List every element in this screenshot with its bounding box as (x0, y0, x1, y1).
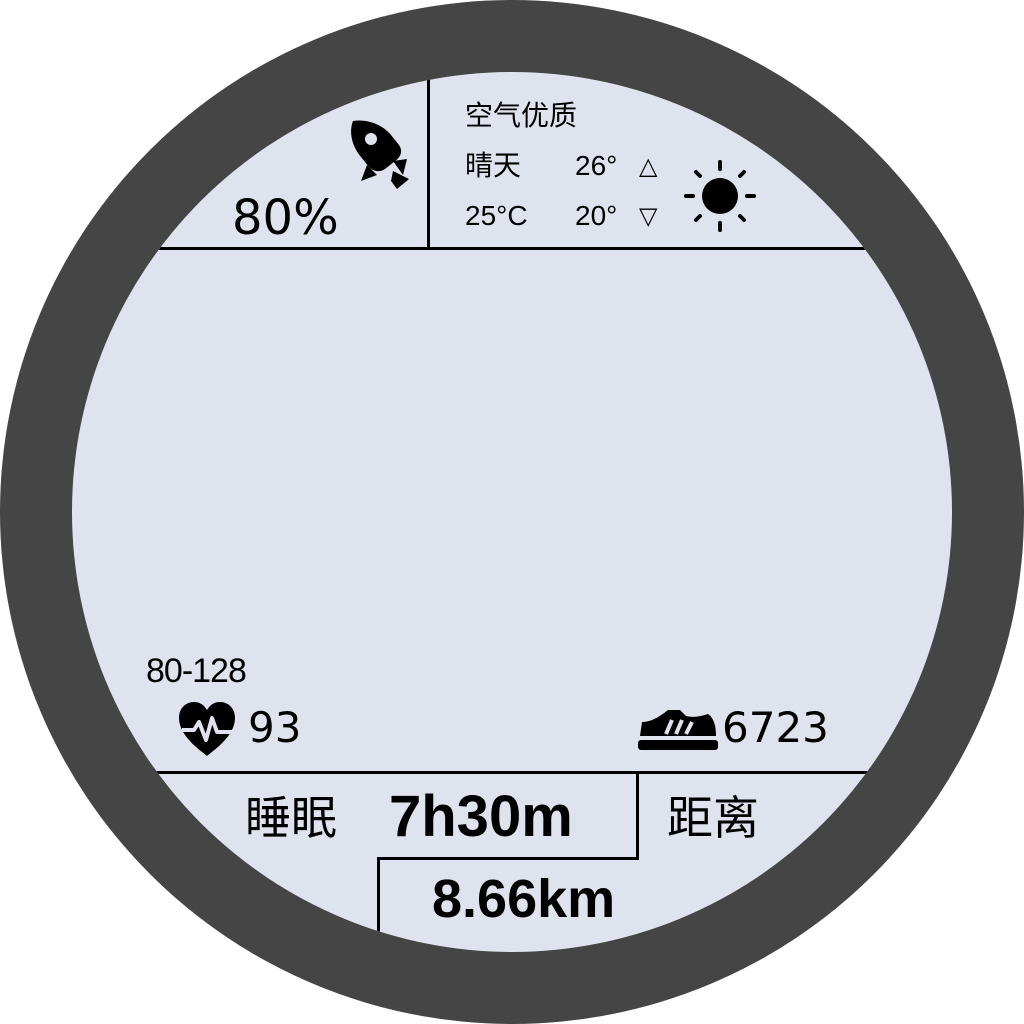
battery-percent: 80% (232, 190, 339, 246)
distance-value: 8.66km (432, 869, 616, 929)
steps-value: 6723 (722, 703, 829, 752)
shoe-icon (638, 710, 718, 750)
bottom-divider-horizontal (72, 771, 952, 774)
rocket-icon (351, 120, 409, 189)
current-temp-text: 25°C (465, 200, 528, 231)
top-divider-vertical (427, 72, 430, 250)
air-quality-text: 空气优质 (465, 99, 578, 132)
sun-icon (684, 160, 756, 232)
heart-rate-range: 80-128 (146, 652, 247, 690)
top-divider-horizontal (72, 247, 952, 250)
low-temp-text: 20° (575, 200, 618, 231)
watch-face: 80% 空气优质 晴天 25°C 26° △ 20° ▽ 80-128 93 (72, 72, 952, 952)
high-temp-text: 26° (575, 150, 618, 181)
high-temp-indicator: △ (639, 152, 658, 180)
heart-pulse-icon (179, 702, 235, 756)
sleep-label: 睡眠 (245, 791, 337, 845)
bottom-divider-vertical-right (636, 772, 639, 860)
sleep-value: 7h30m (389, 784, 573, 849)
bottom-divider-vertical-left (377, 857, 380, 952)
weather-condition-text: 晴天 (465, 149, 522, 182)
distance-label: 距离 (667, 791, 759, 845)
low-temp-indicator: ▽ (639, 202, 658, 230)
bottom-divider-step-horizontal (377, 857, 639, 860)
heart-rate-value: 93 (248, 703, 302, 752)
